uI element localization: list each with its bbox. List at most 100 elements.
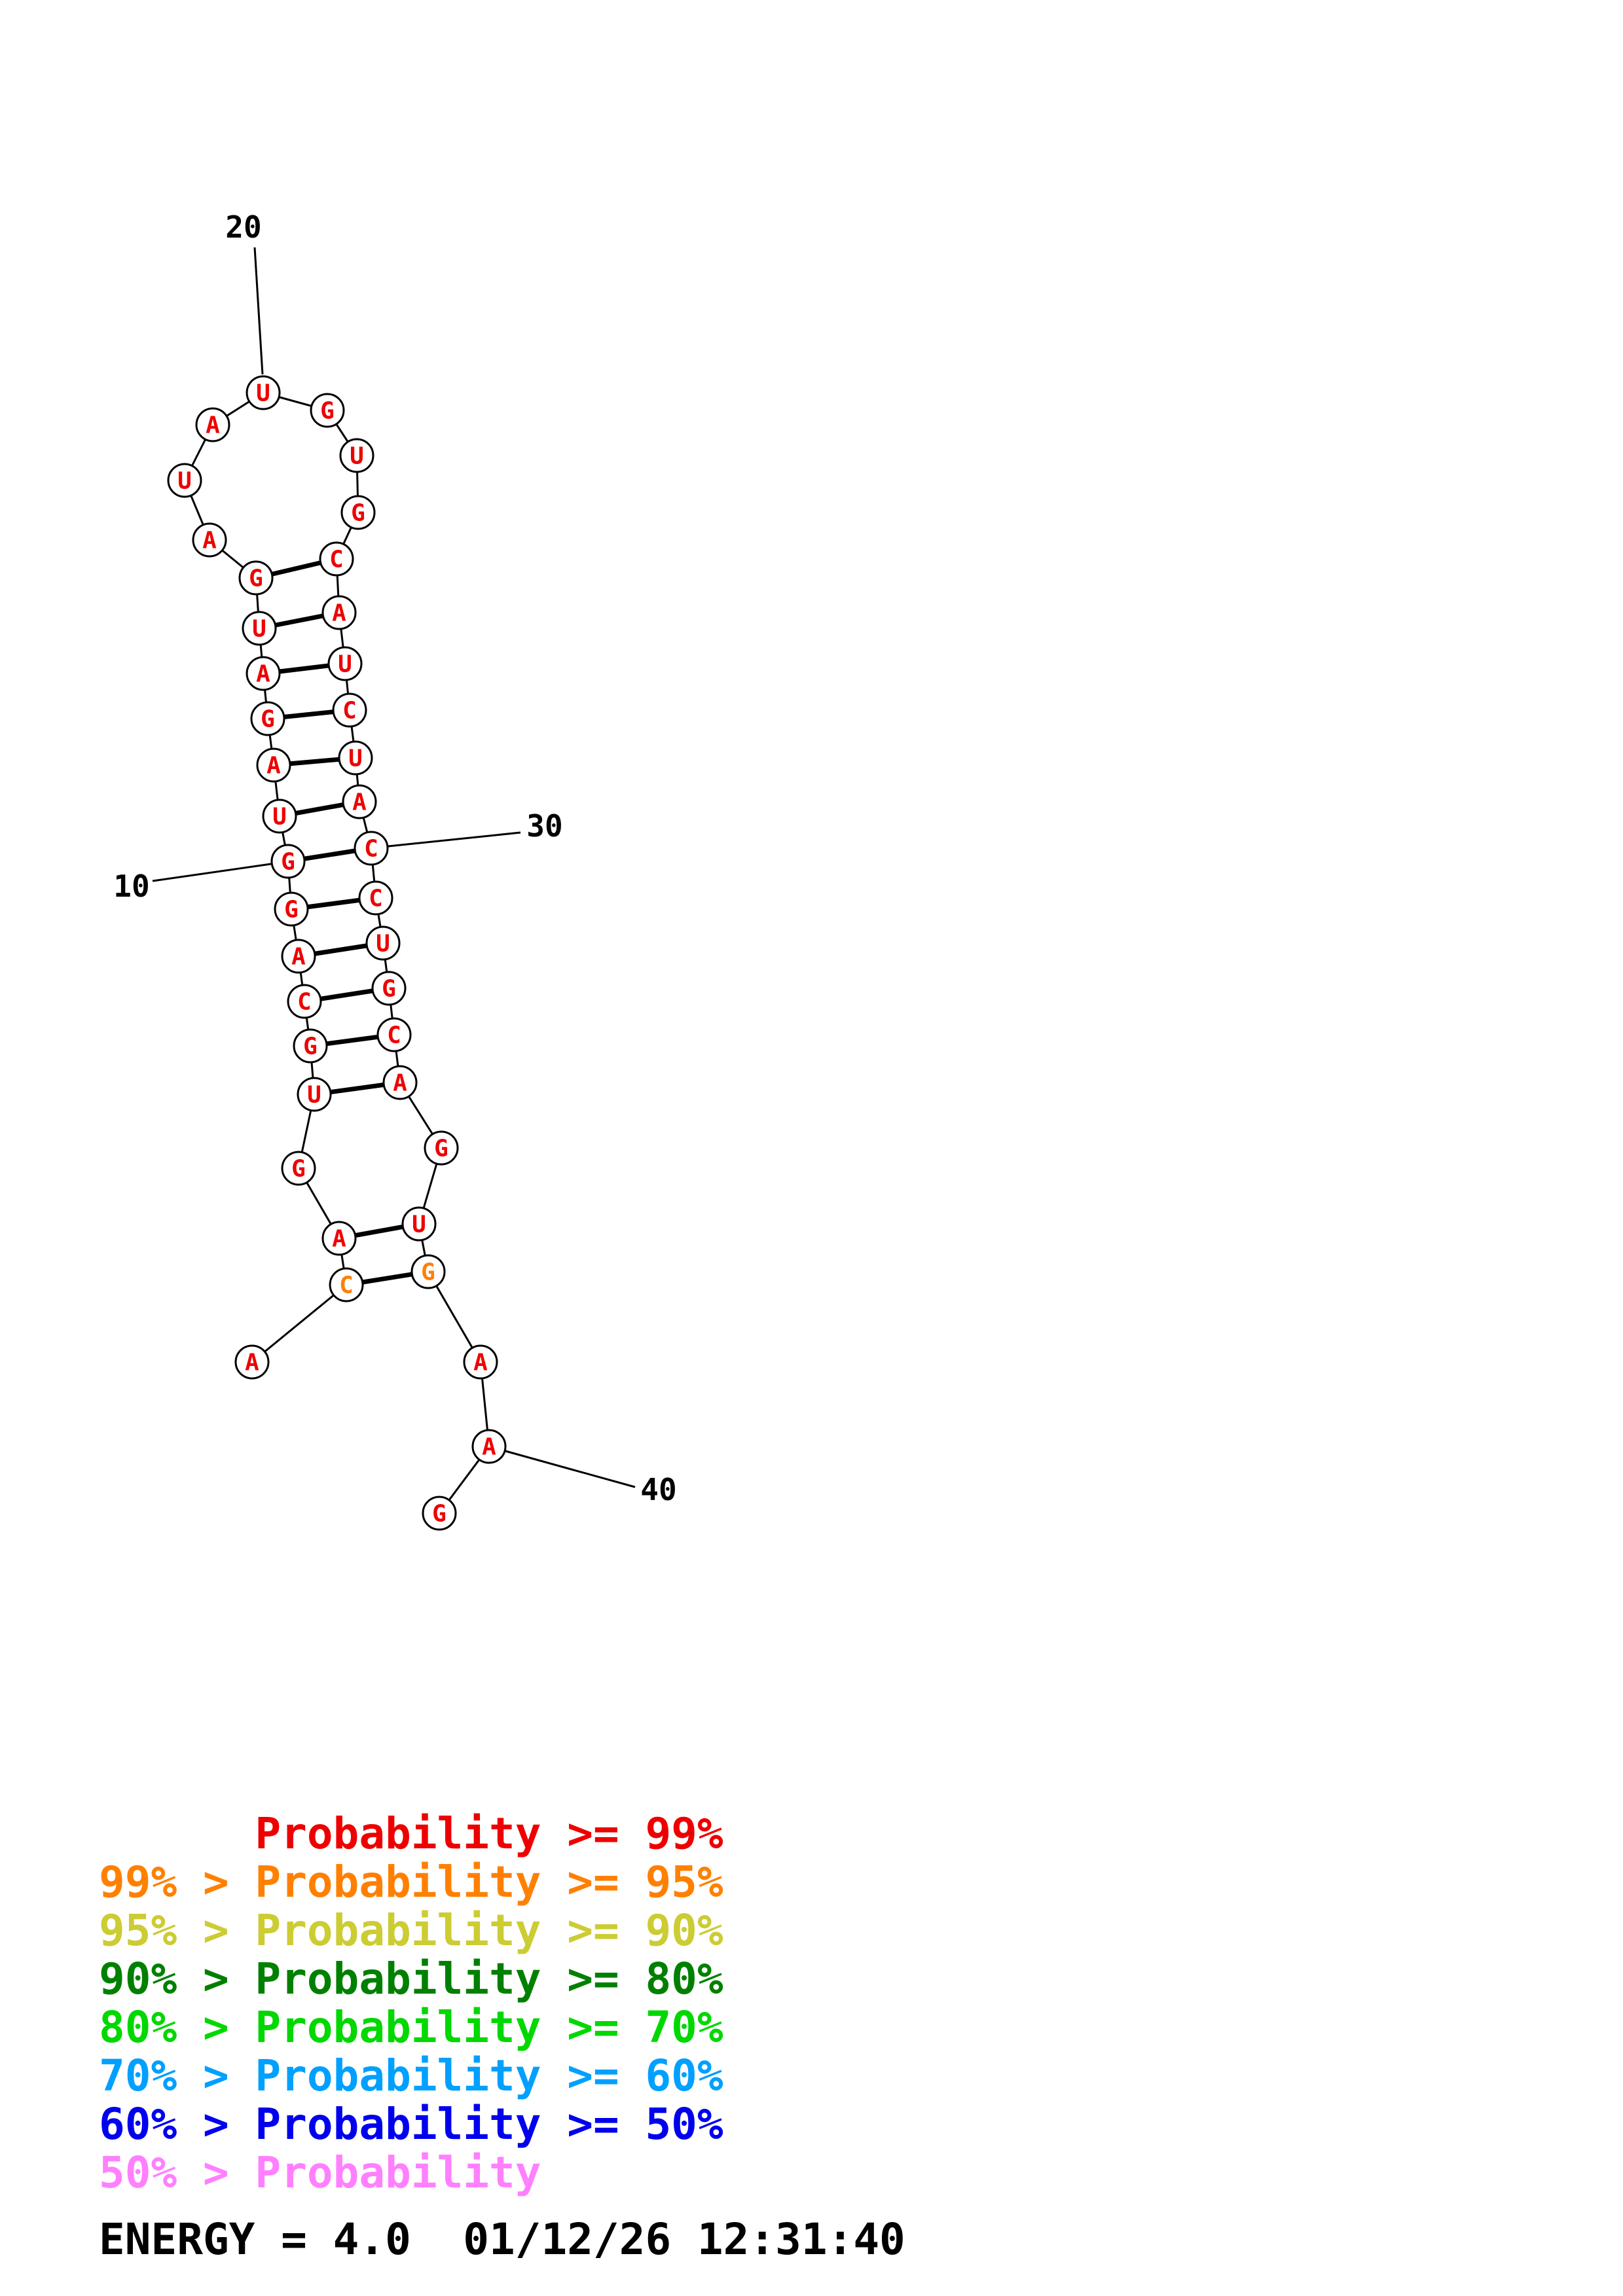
nucleotide-circle — [274, 891, 309, 927]
legend-row: 80% > Probability >= 70% — [99, 2002, 723, 2053]
position-label: 40 — [640, 1472, 676, 1507]
nucleotide-base-label: G — [382, 976, 396, 1003]
leader-line — [388, 831, 521, 848]
leader-line — [505, 1450, 636, 1488]
nucleotide-circle — [354, 831, 389, 866]
nucleotide-circle — [234, 1344, 270, 1380]
nucleotide-base-label: C — [364, 836, 378, 863]
legend-row: 95% > Probability >= 90% — [99, 1905, 723, 1956]
nucleotide-circle — [297, 1077, 332, 1112]
nucleotide-circle — [270, 844, 306, 879]
nucleotide-circle — [422, 1496, 457, 1531]
nucleotide-circle — [342, 784, 377, 819]
nucleotide-circle — [262, 798, 297, 834]
nucleotide-circle — [401, 1206, 437, 1242]
nucleotide-base-label: G — [320, 398, 335, 425]
probability-legend: Probability >= 99% 99% > Probability >= 9… — [99, 1810, 723, 2197]
nucleotide-circle — [358, 880, 393, 916]
nucleotide-circle — [339, 438, 374, 473]
nucleotide-circle — [365, 925, 401, 961]
nucleotide-base-label: A — [482, 1434, 496, 1461]
nucleotide-base-label: U — [252, 616, 266, 643]
nucleotide-circle — [471, 1429, 507, 1464]
nucleotide-base-label: C — [297, 989, 312, 1016]
nucleotide-base-label: G — [284, 897, 299, 924]
nucleotide-circle — [463, 1344, 498, 1380]
nucleotide-base-label: G — [291, 1156, 306, 1183]
nucleotide-circle — [246, 656, 281, 691]
position-number-labels: 20 10 30 40 — [113, 209, 676, 1507]
nucleotide-base-label: G — [351, 500, 365, 527]
nucleotide-circle — [192, 522, 227, 558]
nucleotide-base-label: U — [177, 468, 192, 495]
nucleotide-base-label: C — [369, 886, 383, 912]
nucleotide-circle — [167, 463, 202, 498]
backbone-line — [251, 1283, 347, 1363]
nucleotide-circle — [195, 407, 230, 442]
position-label: 20 — [225, 209, 261, 245]
nucleotide-base-label: C — [329, 547, 344, 573]
nucleotide-circle — [321, 595, 357, 630]
nucleotide-base-label: A — [393, 1070, 407, 1097]
label-leader-lines — [152, 247, 636, 1488]
nucleotide-base-label: U — [256, 380, 270, 407]
nucleotide-base-label: A — [473, 1350, 488, 1376]
nucleotide-base-label: G — [421, 1259, 435, 1286]
nucleotide-base-label: A — [206, 412, 220, 439]
legend-row: 99% > Probability >= 95% — [99, 1857, 723, 1907]
nucleotide-circle — [340, 495, 376, 530]
nucleotide-base-label: G — [303, 1033, 318, 1060]
nucleotide-circle — [371, 971, 407, 1006]
nucleotide-circle — [238, 560, 274, 596]
nucleotide-base-label: U — [412, 1211, 426, 1238]
nucleotide-base-label: G — [281, 849, 295, 876]
nucleotide-circle — [310, 393, 345, 428]
nucleotide-circle — [382, 1065, 418, 1100]
energy-status-line: ENERGY = 4.0 01/12/26 12:31:40 — [99, 2214, 905, 2265]
legend-row: Probability >= 99% — [99, 1808, 723, 1859]
nucleotide-circle — [256, 747, 291, 783]
legend-row: 50% > Probability — [99, 2147, 541, 2198]
nucleotide-base-label: G — [261, 706, 275, 733]
nucleotide-circle — [329, 1267, 364, 1302]
nucleotide-base-label: G — [249, 565, 263, 592]
nucleotide-circle — [319, 541, 354, 577]
nucleotide-base-label: U — [307, 1082, 321, 1109]
nucleotide-base-label: C — [342, 698, 357, 725]
nucleotide-circle — [293, 1028, 328, 1064]
nucleotide-base-label: A — [352, 789, 367, 816]
nucleotide-circle — [424, 1130, 459, 1166]
nucleotide-base-label: U — [338, 651, 352, 678]
nucleotide-base-label: A — [332, 600, 346, 627]
nucleotide-base-label: U — [348, 745, 363, 772]
leader-line — [253, 247, 264, 375]
nucleotide-base-label: C — [339, 1272, 354, 1299]
nucleotide-circle — [281, 1151, 316, 1186]
legend-row: 70% > Probability >= 60% — [99, 2051, 723, 2101]
nucleotide-circle — [287, 984, 322, 1019]
legend-row: 90% > Probability >= 80% — [99, 1954, 723, 2004]
position-label: 10 — [113, 869, 149, 904]
nucleotide-base-label: U — [350, 443, 364, 470]
legend-row: 60% > Probability >= 50% — [99, 2099, 723, 2149]
nucleotide-base-label: U — [376, 931, 390, 958]
nucleotide-base-label: G — [432, 1501, 447, 1528]
nucleotide-base-label: U — [272, 804, 287, 831]
nucleotide-circle — [281, 939, 316, 974]
nucleotide-circle — [410, 1254, 446, 1289]
nucleotide-base-label: A — [245, 1350, 259, 1376]
nucleotide-circle — [376, 1017, 412, 1052]
nucleotide-base-label: A — [202, 528, 217, 554]
nucleotide-circles — [167, 375, 507, 1531]
nucleotide-base-letters: ACAGUGCAGGUAGAUGAUAUGUGCAUCUACCUGCAGUGAA… — [177, 380, 496, 1528]
nucleotide-circle — [242, 611, 277, 646]
position-label: 30 — [526, 808, 562, 844]
nucleotide-circle — [338, 740, 373, 776]
nucleotide-base-label: C — [387, 1022, 401, 1049]
nucleotide-circle — [250, 701, 285, 736]
nucleotide-circle — [246, 375, 281, 410]
nucleotide-circle — [332, 692, 367, 728]
nucleotide-base-label: A — [332, 1226, 346, 1253]
nucleotide-base-label: A — [291, 944, 306, 971]
